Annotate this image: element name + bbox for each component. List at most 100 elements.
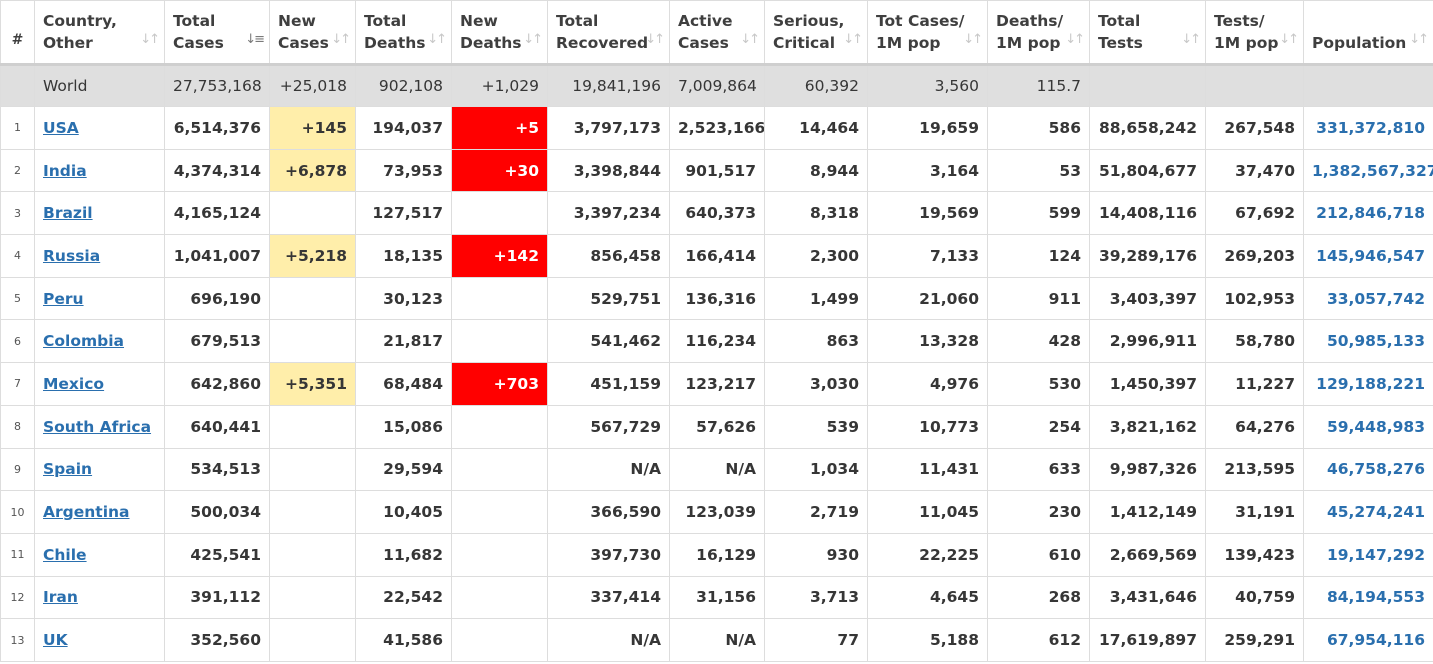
cell-cases-per-1m: 5,188 xyxy=(867,618,988,662)
sort-arrows-icon[interactable]: ↓↑ xyxy=(1181,32,1201,47)
cell-total-recovered: 3,397,234 xyxy=(547,191,670,236)
sort-arrows-icon[interactable]: ↓↑ xyxy=(1409,32,1429,47)
cell-total-recovered: 451,159 xyxy=(547,362,670,406)
sort-arrows-icon[interactable]: ↓↑ xyxy=(740,32,760,47)
cell-cases-per-1m: 13,328 xyxy=(867,319,988,364)
cell-population: 1,382,567,327 xyxy=(1303,148,1433,193)
cell-population: 331,372,810 xyxy=(1303,106,1433,150)
table-row: 7 Mexico 642,860 +5,351 68,484 +703 451,159 123… xyxy=(0,362,1433,406)
cell-deaths-per-1m: 124 xyxy=(987,234,1090,278)
header-rank[interactable]: # xyxy=(0,0,35,66)
header-deaths-per-1m[interactable]: Deaths/ 1M pop ↓↑ xyxy=(987,0,1090,66)
cell-new-cases xyxy=(269,191,356,236)
header-total-tests-line1: Total xyxy=(1098,12,1141,30)
cell-rank: 11 xyxy=(0,532,35,577)
cell-serious-critical: 3,713 xyxy=(764,575,868,620)
cell-rank: 8 xyxy=(0,404,35,449)
sort-arrows-icon[interactable]: ↓↑ xyxy=(1065,32,1085,47)
cell-serious-critical: 2,719 xyxy=(764,490,868,534)
table-row: 13 UK 352,560 41,586 N/A N/A 77 5,188 612 17,619,… xyxy=(0,618,1433,662)
sort-arrows-icon[interactable]: ↓↑ xyxy=(427,32,447,47)
sort-arrows-icon[interactable]: ↓↑ xyxy=(331,32,351,47)
cell-total-recovered: 3,398,844 xyxy=(547,148,670,193)
cell-total-deaths: 30,123 xyxy=(355,276,452,321)
cell-cases-per-1m: 7,133 xyxy=(867,234,988,278)
header-active-cases[interactable]: Active Cases ↓↑ xyxy=(669,0,765,66)
world-total-tests xyxy=(1089,64,1206,107)
cell-serious-critical: 930 xyxy=(764,532,868,577)
cell-total-tests: 2,669,569 xyxy=(1089,532,1206,577)
country-link[interactable]: USA xyxy=(43,118,79,137)
header-total-cases[interactable]: Total Cases ↓≡ xyxy=(164,0,270,66)
header-total-cases-line1: Total xyxy=(173,12,216,30)
cell-serious-critical: 14,464 xyxy=(764,106,868,150)
header-total-recovered[interactable]: Total Recovered ↓↑ xyxy=(547,0,670,66)
country-link[interactable]: India xyxy=(43,161,87,180)
cell-new-deaths xyxy=(451,319,548,364)
cell-cases-per-1m: 4,645 xyxy=(867,575,988,620)
cell-country: Argentina xyxy=(34,490,165,534)
table-row: 4 Russia 1,041,007 +5,218 18,135 +142 856,458 1… xyxy=(0,234,1433,278)
cell-new-deaths xyxy=(451,191,548,236)
cell-total-recovered: 337,414 xyxy=(547,575,670,620)
header-total-recovered-line1: Total xyxy=(556,12,599,30)
header-new-cases-line1: New xyxy=(278,12,316,30)
cell-country: USA xyxy=(34,106,165,150)
cell-new-deaths: +5 xyxy=(451,106,548,150)
country-link[interactable]: Iran xyxy=(43,588,78,607)
sort-descending-icon[interactable]: ↓≡ xyxy=(245,32,265,47)
cell-tests-per-1m: 139,423 xyxy=(1205,532,1304,577)
table-row: 8 South Africa 640,441 15,086 567,729 57,626 5… xyxy=(0,404,1433,449)
cell-deaths-per-1m: 911 xyxy=(987,276,1090,321)
cell-country: Peru xyxy=(34,276,165,321)
country-link[interactable]: Russia xyxy=(43,246,101,265)
cell-total-tests: 3,403,397 xyxy=(1089,276,1206,321)
cell-serious-critical: 539 xyxy=(764,404,868,449)
country-link[interactable]: Chile xyxy=(43,545,87,564)
country-link[interactable]: Brazil xyxy=(43,204,93,223)
cell-new-deaths xyxy=(451,276,548,321)
cell-total-cases: 679,513 xyxy=(164,319,270,364)
sort-arrows-icon[interactable]: ↓↑ xyxy=(1279,32,1299,47)
country-link[interactable]: Colombia xyxy=(43,332,125,351)
cell-total-cases: 4,374,314 xyxy=(164,148,270,193)
header-new-deaths[interactable]: New Deaths ↓↑ xyxy=(451,0,548,66)
sort-arrows-icon[interactable]: ↓↑ xyxy=(523,32,543,47)
header-total-recovered-line2: Recovered xyxy=(556,34,649,52)
header-population[interactable]: Population ↓↑ xyxy=(1303,0,1433,66)
header-country[interactable]: Country, Other ↓↑ xyxy=(34,0,165,66)
cell-total-deaths: 29,594 xyxy=(355,447,452,492)
country-link[interactable]: Argentina xyxy=(43,503,130,522)
cell-new-cases xyxy=(269,618,356,662)
header-tests-per-1m[interactable]: Tests/ 1M pop ↓↑ xyxy=(1205,0,1304,66)
cell-country: Spain xyxy=(34,447,165,492)
country-link[interactable]: Mexico xyxy=(43,374,105,393)
country-link[interactable]: Peru xyxy=(43,289,84,308)
cell-total-cases: 391,112 xyxy=(164,575,270,620)
country-link[interactable]: Spain xyxy=(43,460,93,479)
cell-deaths-per-1m: 633 xyxy=(987,447,1090,492)
header-new-deaths-line1: New xyxy=(460,12,498,30)
header-total-tests[interactable]: Total Tests ↓↑ xyxy=(1089,0,1206,66)
cell-deaths-per-1m: 599 xyxy=(987,191,1090,236)
cell-tests-per-1m: 37,470 xyxy=(1205,148,1304,193)
cell-new-deaths xyxy=(451,532,548,577)
sort-arrows-icon[interactable]: ↓↑ xyxy=(963,32,983,47)
cell-total-recovered: N/A xyxy=(547,447,670,492)
cell-new-deaths xyxy=(451,618,548,662)
header-total-deaths[interactable]: Total Deaths ↓↑ xyxy=(355,0,452,66)
header-cases-per-1m-line2: 1M pop xyxy=(876,34,941,52)
header-new-cases[interactable]: New Cases ↓↑ xyxy=(269,0,356,66)
cell-cases-per-1m: 10,773 xyxy=(867,404,988,449)
cell-total-deaths: 127,517 xyxy=(355,191,452,236)
sort-arrows-icon[interactable]: ↓↑ xyxy=(843,32,863,47)
header-serious-line2: Critical xyxy=(773,34,836,52)
country-link[interactable]: South Africa xyxy=(43,417,152,436)
sort-arrows-icon[interactable]: ↓↑ xyxy=(140,32,160,47)
cell-serious-critical: 2,300 xyxy=(764,234,868,278)
header-serious[interactable]: Serious, Critical ↓↑ xyxy=(764,0,868,66)
country-link[interactable]: UK xyxy=(43,631,68,650)
header-cases-per-1m[interactable]: Tot Cases/ 1M pop ↓↑ xyxy=(867,0,988,66)
cell-deaths-per-1m: 610 xyxy=(987,532,1090,577)
sort-arrows-icon[interactable]: ↓↑ xyxy=(645,32,665,47)
